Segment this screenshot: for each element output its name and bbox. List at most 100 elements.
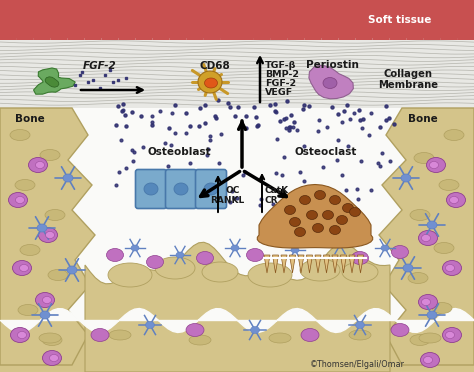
Polygon shape [290,255,295,273]
Ellipse shape [444,129,464,141]
Polygon shape [0,108,95,365]
Polygon shape [309,65,353,99]
Polygon shape [322,28,338,40]
Ellipse shape [9,192,27,208]
Ellipse shape [144,183,158,195]
Ellipse shape [20,244,40,256]
Polygon shape [254,28,271,40]
Ellipse shape [432,302,452,314]
Ellipse shape [146,321,155,328]
Polygon shape [305,28,322,40]
Text: Collagen: Collagen [383,69,432,79]
Ellipse shape [443,260,462,276]
Ellipse shape [12,260,31,276]
Ellipse shape [43,296,52,304]
Ellipse shape [414,153,434,164]
Ellipse shape [48,269,68,280]
Ellipse shape [155,257,195,279]
Ellipse shape [312,224,323,232]
Ellipse shape [410,334,430,346]
Ellipse shape [19,264,28,272]
Polygon shape [237,28,254,40]
Ellipse shape [419,231,438,246]
Polygon shape [186,28,203,40]
Text: Membrane: Membrane [378,80,438,90]
Text: RANKL: RANKL [210,196,244,205]
Polygon shape [298,255,304,273]
Ellipse shape [315,190,326,199]
Polygon shape [152,28,169,40]
Ellipse shape [38,228,57,243]
Ellipse shape [322,211,334,219]
Ellipse shape [176,252,184,258]
Ellipse shape [40,150,60,160]
Text: CR: CR [265,196,279,205]
Polygon shape [423,28,440,40]
Text: FGF-2: FGF-2 [83,61,117,71]
Text: CatK: CatK [265,186,289,195]
Ellipse shape [323,77,337,89]
Polygon shape [373,28,389,40]
Ellipse shape [107,248,124,262]
Ellipse shape [427,311,437,319]
Ellipse shape [434,243,454,253]
Ellipse shape [43,350,62,366]
Ellipse shape [67,266,77,274]
Polygon shape [357,255,364,273]
Ellipse shape [49,355,58,362]
Ellipse shape [36,161,45,169]
Polygon shape [257,185,373,248]
Polygon shape [118,28,136,40]
Ellipse shape [439,180,459,190]
Text: Soft tissue: Soft tissue [368,15,432,25]
Polygon shape [0,28,17,40]
Ellipse shape [419,333,441,343]
Text: OC: OC [225,186,239,195]
Ellipse shape [419,295,438,310]
FancyBboxPatch shape [136,170,166,208]
Ellipse shape [40,311,50,319]
Polygon shape [101,28,118,40]
Polygon shape [34,68,75,94]
Ellipse shape [291,247,299,253]
FancyBboxPatch shape [165,170,197,208]
Text: Osteoclast: Osteoclast [295,147,357,157]
Text: Bone: Bone [408,114,438,124]
Polygon shape [220,28,237,40]
Ellipse shape [91,328,109,341]
Ellipse shape [294,228,306,237]
Ellipse shape [329,225,340,234]
Ellipse shape [202,262,238,282]
Text: Bone: Bone [15,114,45,124]
Ellipse shape [42,334,62,346]
Polygon shape [457,28,474,40]
Polygon shape [264,255,270,273]
Ellipse shape [36,292,55,308]
Ellipse shape [189,335,211,345]
Ellipse shape [349,330,371,340]
Ellipse shape [427,221,437,229]
Polygon shape [85,242,390,372]
Ellipse shape [337,215,347,224]
Bar [0,38,474,108]
Polygon shape [323,255,329,273]
Ellipse shape [248,263,292,287]
Ellipse shape [307,211,318,219]
Ellipse shape [186,324,204,337]
Ellipse shape [421,234,430,241]
Text: TGF-β: TGF-β [265,61,296,70]
Ellipse shape [46,231,55,238]
Polygon shape [332,255,338,273]
Ellipse shape [408,273,428,283]
Text: CD68: CD68 [200,61,230,71]
Ellipse shape [301,328,319,341]
Polygon shape [315,255,321,273]
Ellipse shape [329,196,340,205]
Ellipse shape [284,205,295,215]
Ellipse shape [37,224,47,232]
Ellipse shape [392,246,409,259]
Ellipse shape [18,305,38,315]
Ellipse shape [342,262,378,282]
Ellipse shape [420,353,439,368]
Polygon shape [34,28,51,40]
